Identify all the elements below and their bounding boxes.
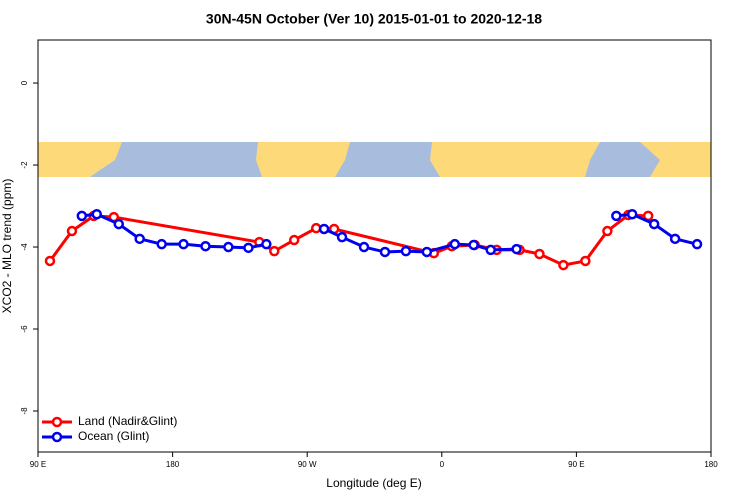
data-point [511, 243, 522, 255]
land-shape [256, 142, 350, 177]
data-point [269, 245, 280, 257]
data-point [243, 242, 254, 254]
data-point [611, 210, 622, 222]
data-point [113, 218, 125, 230]
legend-marker [51, 431, 63, 443]
data-point [91, 208, 103, 220]
chart-title: 30N-45N October (Ver 10) 2015-01-01 to 2… [206, 11, 542, 27]
data-point [400, 245, 412, 257]
data-point [669, 233, 681, 245]
data-point [449, 238, 461, 250]
plot-frame [37, 39, 712, 453]
y-tick-label: 0 [20, 80, 29, 85]
legend-marker [51, 416, 63, 428]
x-tick-label: 0 [440, 460, 445, 469]
data-point [156, 238, 167, 250]
data-point [626, 208, 638, 220]
x-axis-label: Longitude (deg E) [326, 476, 421, 490]
legend-label: Land (Nadir&Glint) [78, 414, 177, 428]
data-point [534, 248, 545, 260]
map-band [38, 142, 711, 177]
data-point [358, 241, 370, 253]
data-point [580, 255, 591, 267]
x-tick-label: 180 [166, 460, 180, 469]
x-tick-label: 90 E [568, 460, 584, 469]
data-point [178, 238, 189, 250]
y-axis-label: XCO2 - MLO trend (ppm) [0, 179, 14, 314]
data-point [379, 246, 391, 258]
data-point [261, 238, 272, 250]
y-tick-label: -4 [20, 243, 29, 251]
data-point [66, 225, 78, 237]
ocean-band [38, 142, 711, 177]
data-point [558, 259, 569, 271]
x-tick-label: 90 E [30, 460, 46, 469]
x-tick-label: 90 W [298, 460, 317, 469]
y-tick-label: -6 [20, 325, 29, 333]
data-point [318, 223, 330, 235]
data-point [691, 238, 703, 250]
y-tick-label: -8 [20, 407, 29, 415]
data-point [44, 255, 56, 267]
data-point [200, 240, 211, 252]
data-point [602, 225, 613, 237]
data-point [76, 210, 88, 222]
land-shape [430, 142, 600, 177]
land-shape [640, 142, 711, 177]
data-point [648, 218, 660, 230]
data-point [336, 231, 348, 243]
y-tick-label: -2 [20, 161, 29, 169]
data-point [485, 244, 496, 256]
data-point [223, 241, 234, 253]
legend-label: Ocean (Glint) [78, 429, 149, 443]
land-shape [38, 142, 122, 177]
data-point [468, 239, 479, 251]
data-point [421, 246, 433, 258]
data-point [134, 233, 145, 245]
data-point [288, 234, 300, 246]
x-tick-label: 180 [704, 460, 718, 469]
